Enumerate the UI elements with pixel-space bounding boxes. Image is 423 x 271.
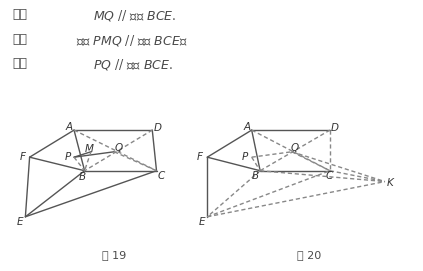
Text: $C$: $C$ <box>325 169 335 181</box>
Text: $MQ$ // 平面 $BCE$.: $MQ$ // 平面 $BCE$. <box>93 8 176 23</box>
Text: $PQ$ // 平面 $BCE$.: $PQ$ // 平面 $BCE$. <box>93 57 173 72</box>
Text: 图 19: 图 19 <box>102 250 126 260</box>
Text: $A$: $A$ <box>243 120 252 132</box>
Text: $D$: $D$ <box>153 121 162 133</box>
Text: $F$: $F$ <box>196 150 205 162</box>
Text: $M$: $M$ <box>84 142 95 154</box>
Text: $Q$: $Q$ <box>113 141 124 154</box>
Text: $P$: $P$ <box>241 150 249 162</box>
Text: 平面 $PMQ$ // 平面 $BCE$，: 平面 $PMQ$ // 平面 $BCE$， <box>76 33 188 47</box>
Text: 所以: 所以 <box>13 8 27 21</box>
Text: $B$: $B$ <box>78 170 87 182</box>
Text: 所以: 所以 <box>13 33 27 46</box>
Text: $K$: $K$ <box>386 176 396 188</box>
Text: $A$: $A$ <box>65 120 74 132</box>
Text: $B$: $B$ <box>251 169 259 181</box>
Text: 图 20: 图 20 <box>297 250 321 260</box>
Text: $D$: $D$ <box>330 121 340 133</box>
Text: $E$: $E$ <box>16 215 25 227</box>
Text: $F$: $F$ <box>19 150 27 162</box>
Text: $P$: $P$ <box>64 150 72 162</box>
Text: $E$: $E$ <box>198 215 206 227</box>
Text: $C$: $C$ <box>157 169 166 180</box>
Text: 所以: 所以 <box>13 57 27 70</box>
Text: $Q$: $Q$ <box>289 141 299 154</box>
